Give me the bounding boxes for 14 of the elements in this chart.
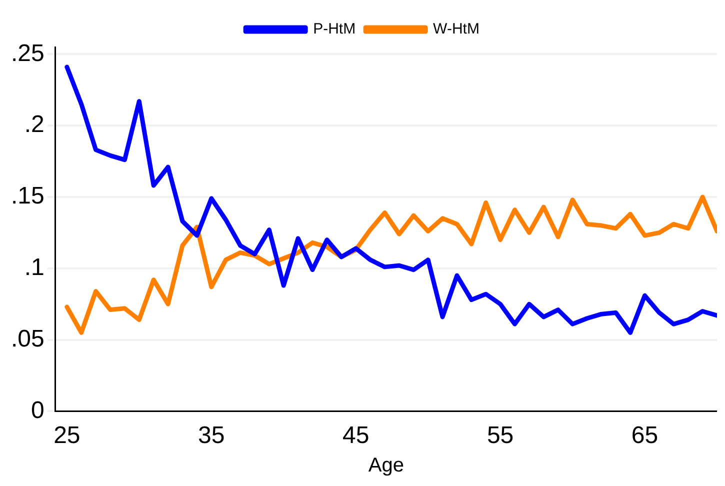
x-axis-title: Age bbox=[368, 454, 404, 477]
y-tick-label: .2 bbox=[24, 111, 44, 138]
x-tick-label: 55 bbox=[486, 422, 514, 450]
y-tick-label: 0 bbox=[31, 396, 44, 424]
x-tick-label: 45 bbox=[342, 422, 370, 450]
y-tick-label: .05 bbox=[10, 325, 44, 352]
legend-label: W-HtM bbox=[433, 20, 480, 38]
x-tick-label: 65 bbox=[631, 422, 658, 450]
legend-label: P-HtM bbox=[313, 20, 356, 38]
y-tick-label: .15 bbox=[10, 182, 44, 210]
x-tick-label: 25 bbox=[54, 422, 80, 450]
x-tick-label: 35 bbox=[198, 422, 225, 450]
y-tick-label: .25 bbox=[10, 40, 44, 67]
y-tick-label: .1 bbox=[24, 254, 44, 281]
